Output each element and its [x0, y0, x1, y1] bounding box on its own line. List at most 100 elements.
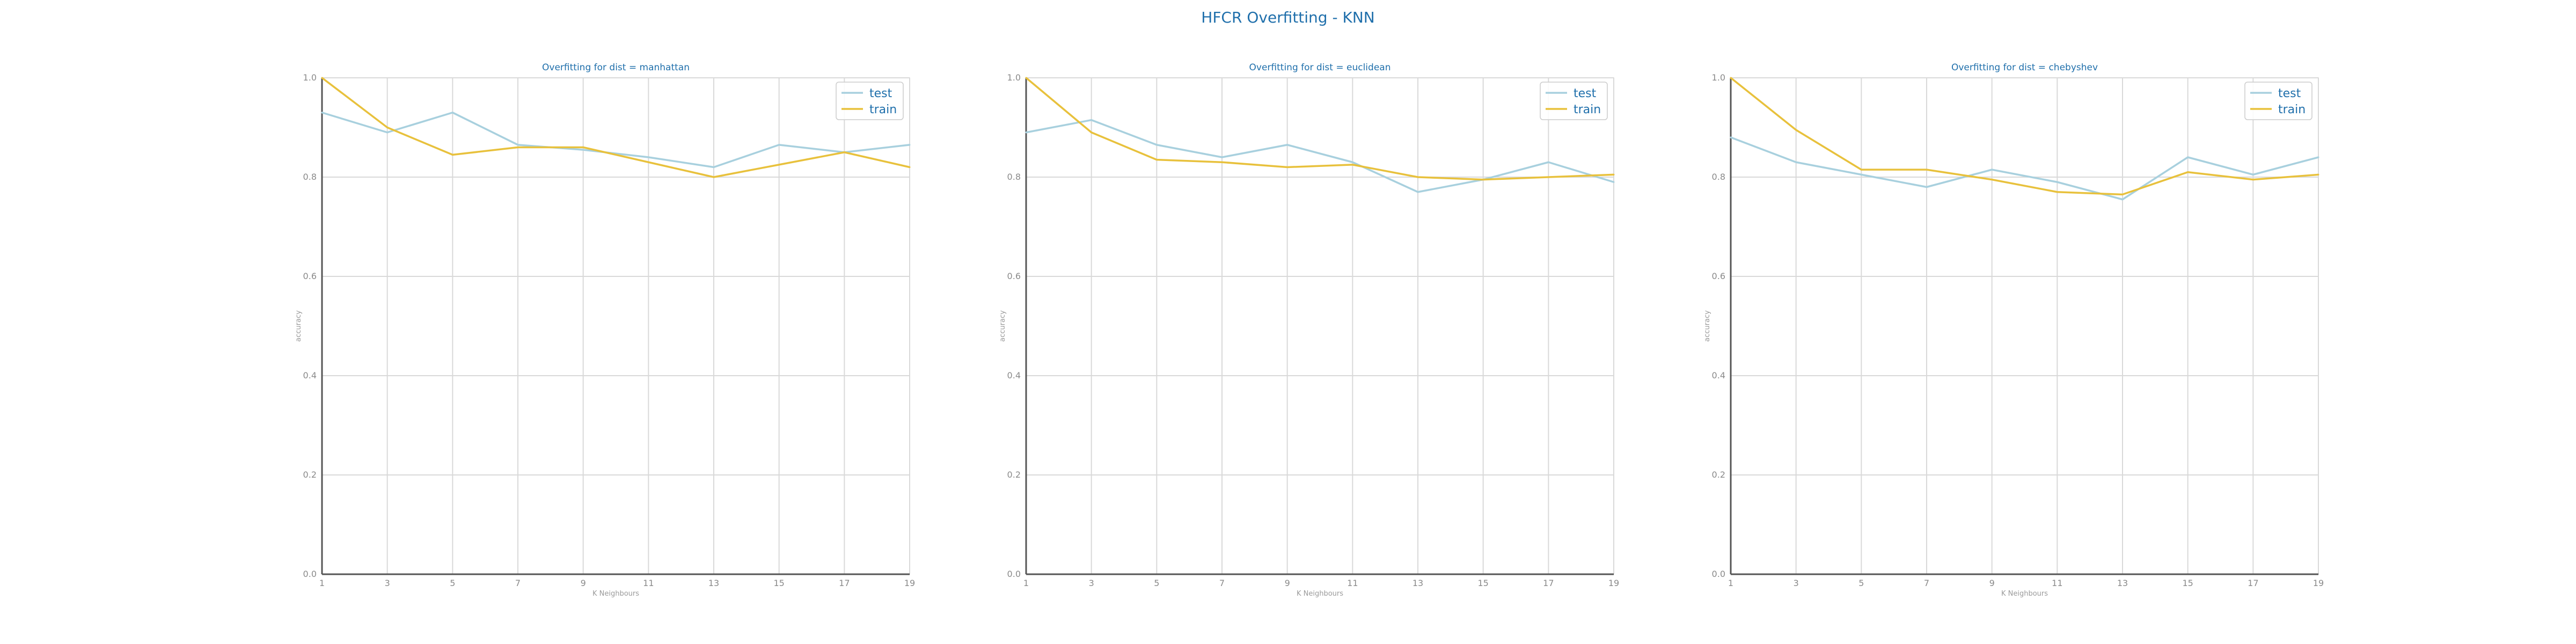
x-tick-label: 7: [1924, 578, 1929, 588]
data-point-test: [713, 166, 715, 168]
y-axis-label: accuracy: [1703, 310, 1711, 342]
x-tick-label: 1: [319, 578, 325, 588]
data-point-train: [1286, 166, 1289, 168]
data-point-test: [909, 144, 911, 146]
y-tick-label: 0.8: [1007, 172, 1021, 182]
data-point-train: [1091, 131, 1093, 134]
y-tick-label: 0.2: [1007, 470, 1021, 480]
x-tick-label: 7: [1219, 578, 1225, 588]
data-point-test: [321, 112, 323, 114]
data-point-train: [451, 153, 453, 156]
y-tick-label: 0.0: [303, 569, 317, 579]
y-tick-label: 0.0: [1712, 569, 1725, 579]
x-tick-label: 17: [2248, 578, 2258, 588]
data-point-train: [582, 147, 584, 148]
x-tick-label: 19: [1608, 578, 1619, 588]
data-point-train: [1025, 77, 1027, 79]
data-point-test: [2252, 173, 2254, 175]
legend-label-test: test: [2278, 87, 2301, 100]
data-point-test: [1795, 161, 1797, 163]
x-tick-label: 9: [1285, 578, 1290, 588]
data-point-train: [1155, 159, 1158, 161]
x-tick-label: 3: [1089, 578, 1094, 588]
chart-title: Overfitting for dist = chebyshev: [1951, 62, 2098, 73]
data-point-test: [1155, 144, 1158, 146]
y-tick-label: 0.2: [1712, 470, 1725, 480]
x-tick-label: 13: [708, 578, 719, 588]
series-line-test: [1730, 136, 2319, 201]
data-point-test: [647, 156, 649, 158]
data-point-train: [778, 164, 780, 166]
data-point-test: [1991, 169, 1993, 171]
data-point-train: [1482, 179, 1484, 181]
y-tick-label: 0.0: [1007, 569, 1021, 579]
x-tick-label: 7: [515, 578, 521, 588]
x-tick-label: 11: [1347, 578, 1358, 588]
x-tick-label: 19: [2313, 578, 2324, 588]
data-point-test: [2187, 156, 2189, 158]
y-tick-label: 0.4: [1712, 370, 1725, 380]
data-point-train: [2121, 193, 2124, 195]
data-point-train: [1926, 169, 1928, 171]
legend: [1540, 82, 1608, 120]
x-tick-label: 5: [450, 578, 455, 588]
y-axis-label: accuracy: [295, 310, 303, 342]
data-point-test: [1025, 131, 1027, 134]
legend: [836, 82, 904, 120]
y-tick-label: 0.4: [1007, 370, 1021, 380]
data-point-test: [1417, 191, 1419, 193]
x-tick-label: 17: [839, 578, 850, 588]
data-point-train: [1730, 77, 1732, 79]
data-point-train: [2187, 171, 2189, 173]
data-point-train: [1795, 129, 1797, 131]
data-point-train: [713, 176, 715, 178]
data-point-train: [2317, 173, 2319, 175]
x-tick-label: 1: [1023, 578, 1029, 588]
y-tick-label: 1.0: [303, 72, 317, 83]
data-point-test: [451, 112, 453, 114]
x-tick-label: 11: [643, 578, 654, 588]
y-tick-label: 0.8: [1712, 172, 1725, 182]
x-tick-label: 17: [1543, 578, 1554, 588]
y-tick-label: 1.0: [1007, 72, 1021, 83]
y-tick-label: 0.4: [303, 370, 317, 380]
data-point-train: [386, 127, 389, 128]
x-axis-label: K Neighbours: [1297, 590, 1343, 598]
x-tick-label: 3: [385, 578, 390, 588]
legend-label-test: test: [869, 87, 892, 100]
data-point-test: [1091, 119, 1093, 121]
series-line-train: [1730, 77, 2319, 196]
data-point-test: [1730, 136, 1732, 138]
data-point-train: [647, 161, 649, 163]
x-tick-label: 9: [581, 578, 586, 588]
data-point-test: [1351, 161, 1353, 163]
x-axis-label: K Neighbours: [2001, 590, 2048, 598]
data-point-test: [386, 131, 389, 134]
data-point-test: [2121, 199, 2124, 201]
data-point-train: [1991, 179, 1993, 181]
x-axis-label: K Neighbours: [592, 590, 639, 598]
chart-title: Overfitting for dist = euclidean: [1249, 62, 1391, 73]
data-point-test: [2317, 156, 2319, 158]
data-point-train: [1547, 176, 1549, 178]
data-point-train: [517, 147, 519, 148]
x-tick-label: 19: [904, 578, 915, 588]
legend-label-train: train: [2278, 103, 2306, 116]
y-axis-label: accuracy: [999, 310, 1007, 342]
data-point-test: [1860, 173, 1862, 175]
data-point-train: [2056, 191, 2058, 193]
data-point-train: [1221, 161, 1223, 163]
x-tick-label: 13: [2117, 578, 2128, 588]
series-line-test: [1026, 119, 1614, 193]
series-line-test: [321, 112, 910, 169]
y-tick-label: 0.8: [303, 172, 317, 182]
y-tick-label: 0.6: [1712, 271, 1725, 281]
legend-label-train: train: [1574, 103, 1601, 116]
plot-frame: [1730, 77, 2319, 575]
series-line-train: [1025, 77, 1614, 181]
x-tick-label: 15: [773, 578, 784, 588]
data-point-train: [1613, 173, 1615, 175]
